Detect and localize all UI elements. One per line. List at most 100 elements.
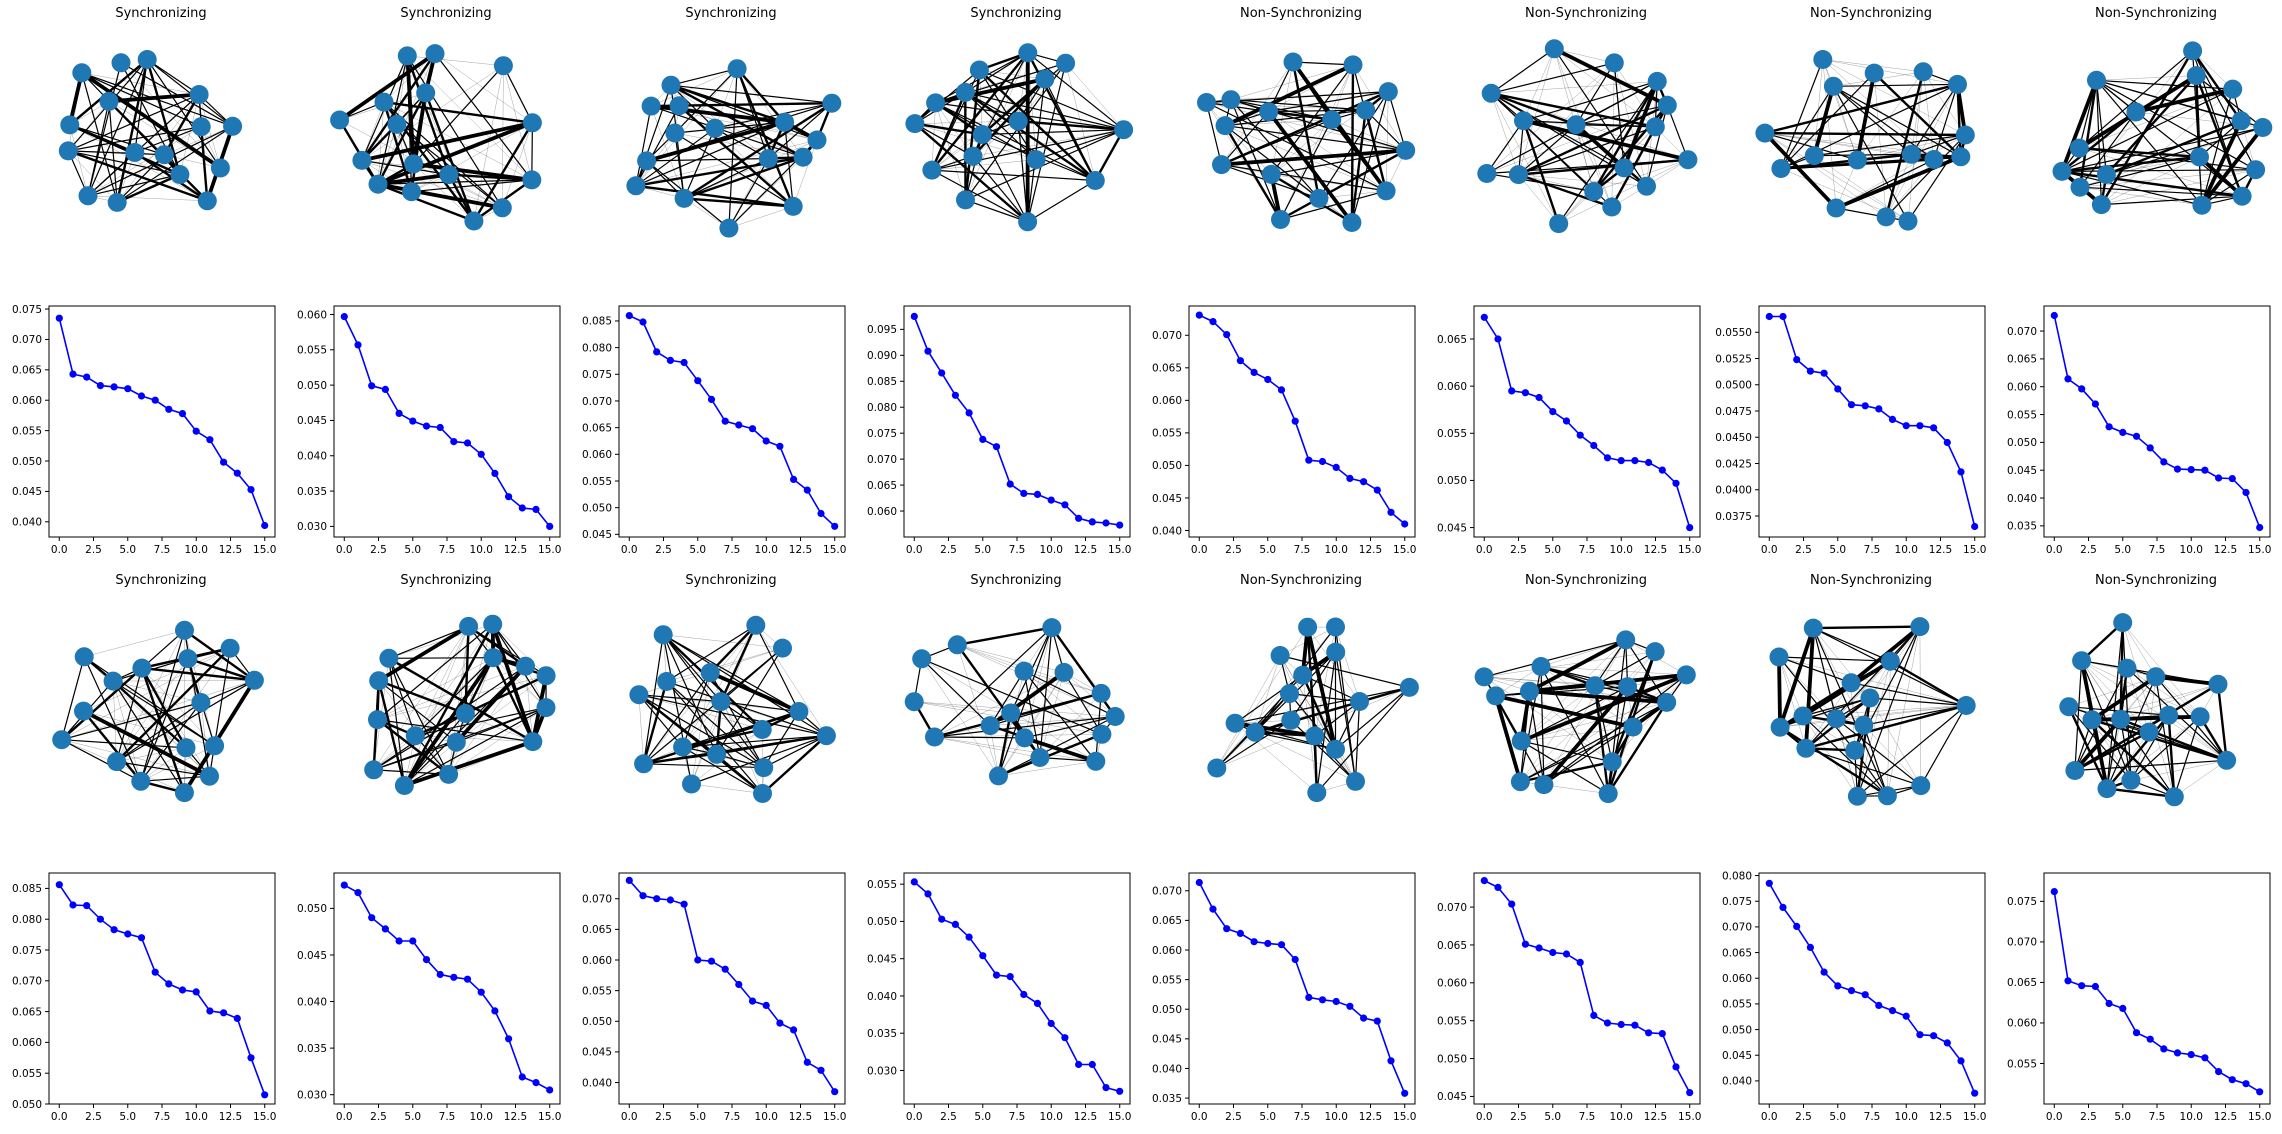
graph-edge [1835, 207, 1909, 222]
graph-node [1793, 706, 1813, 726]
x-tick-label: 7.5 [1864, 544, 1881, 556]
graph-edge [2101, 169, 2256, 205]
graph-node [492, 198, 512, 218]
graph-edge [1869, 697, 1967, 707]
graph-edge [68, 150, 118, 203]
graph-node [1378, 82, 1398, 102]
graph-edge [2106, 714, 2170, 790]
graph-edge [1271, 61, 1294, 175]
data-point [790, 475, 798, 483]
data-point [233, 469, 241, 477]
graph-nodes [1207, 617, 1419, 803]
graph-node [2097, 779, 2117, 799]
graph-node [2253, 118, 2273, 137]
graph-node [1645, 642, 1665, 662]
x-tick-label: 15.0 [823, 1111, 846, 1123]
graph-node [1307, 783, 1327, 803]
graph-edge [934, 715, 1116, 738]
graph-edge [1863, 704, 1967, 726]
data-point [2228, 1076, 2236, 1084]
graph-edge [69, 124, 165, 156]
data-point [2242, 488, 2250, 497]
graph-edge [763, 735, 827, 769]
graph-node [1510, 772, 1530, 792]
y-tick-label: 0.050 [297, 903, 327, 915]
data-point [340, 313, 348, 321]
data-point [151, 396, 159, 404]
line-chart: 0.0 2.5 5.0 7.5 10.0 12.5 15.0 0.035 0.040 0.045 0… [2007, 305, 2271, 556]
graph-node [1614, 158, 1634, 178]
graph-edge [502, 65, 504, 208]
graph-edge [1216, 719, 1292, 769]
graph-nodes [52, 620, 264, 803]
data-point [831, 1088, 839, 1096]
network-graph-panel: Non-Synchronizing [2052, 6, 2273, 215]
y-tick-label: 0.040 [582, 1077, 612, 1089]
graph-edge [525, 666, 533, 742]
x-tick-label: 0.0 [51, 1111, 68, 1123]
data-point [1930, 1032, 1938, 1040]
graph-edge [502, 122, 533, 208]
graph-edge [662, 634, 800, 713]
x-tick-label: 2.5 [940, 1111, 957, 1123]
x-tick-label: 12.5 [1074, 544, 1097, 556]
panel-title: Non-Synchronizing [1525, 573, 1647, 588]
y-tick-label: 0.045 [582, 1047, 612, 1059]
y-tick-label: 0.055 [2007, 409, 2037, 421]
graph-edge [1331, 119, 1406, 151]
graph-edge [709, 672, 765, 768]
graph-node [789, 702, 809, 721]
y-tick-label: 0.055 [1152, 974, 1182, 986]
graph-node [1657, 95, 1677, 115]
y-tick-label: 0.065 [12, 1006, 42, 1018]
data-point [69, 901, 77, 909]
graph-node [1259, 102, 1279, 122]
data-point [1779, 312, 1787, 321]
graph-node [1042, 618, 1062, 638]
y-tick-label: 0.050 [1437, 475, 1467, 487]
graph-edge [1065, 63, 1096, 181]
graph-node [1114, 120, 1134, 140]
y-tick-label: 0.045 [1437, 1091, 1467, 1103]
graph-edge [1594, 651, 1656, 687]
graph-node [1845, 740, 1865, 760]
x-tick-label: 7.5 [1294, 544, 1311, 556]
data-point [1916, 422, 1924, 430]
x-tick-label: 7.5 [1009, 1111, 1026, 1123]
graph-edge [2126, 668, 2201, 717]
y-tick-label: 0.045 [12, 486, 42, 498]
data-point [354, 341, 362, 349]
graph-edge [2073, 717, 2123, 772]
graph-edge [1255, 655, 1281, 733]
x-tick-label: 5.0 [404, 544, 421, 556]
graph-node [1035, 69, 1055, 89]
graph-edge [736, 68, 804, 158]
graph-node [1584, 182, 1604, 201]
panel-title: Non-Synchronizing [1810, 573, 1932, 588]
graph-node [1342, 213, 1362, 232]
line-chart: 0.0 2.5 5.0 7.5 10.0 12.5 15.0 0.040 0.045 0.050 0… [1722, 870, 1986, 1123]
graph-edge [1521, 740, 1613, 763]
graph-node [1823, 76, 1843, 96]
graph-nodes [905, 43, 1134, 232]
y-tick-label: 0.080 [582, 342, 612, 354]
graph-edge [2120, 718, 2175, 798]
y-tick-label: 0.045 [297, 415, 327, 427]
graph-edge [2101, 156, 2200, 205]
graph-edge [1857, 661, 1891, 797]
x-tick-label: 2.5 [655, 544, 672, 556]
graph-edge [1836, 626, 1921, 719]
graph-edge [1835, 718, 1922, 787]
data-point [518, 504, 526, 512]
graph-edge [1540, 666, 1687, 676]
graph-edge [1335, 652, 1357, 782]
data-point [1236, 929, 1244, 938]
graph-edge [2200, 126, 2265, 207]
graph-edge [112, 681, 117, 762]
x-tick-label: 5.0 [1829, 544, 1846, 556]
y-tick-label: 0.0500 [1715, 380, 1752, 392]
graph-edge [935, 102, 1124, 131]
x-tick-label: 0.0 [1761, 1111, 1778, 1123]
x-tick-label: 7.5 [154, 1111, 171, 1123]
graph-edge [670, 84, 785, 124]
